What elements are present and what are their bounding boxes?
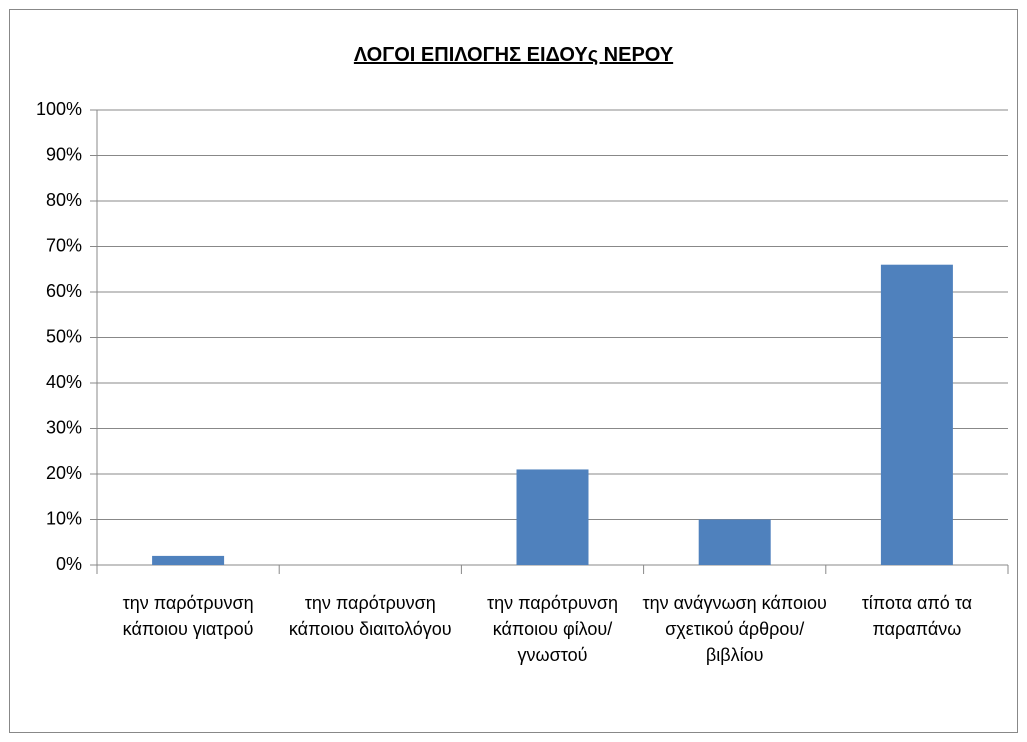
y-tick-label: 70% <box>46 235 82 255</box>
y-tick-label: 60% <box>46 281 82 301</box>
y-tick-label: 50% <box>46 326 82 346</box>
x-tick-label: την παρότρυνση κάποιου γιατρού <box>122 593 254 639</box>
y-tick-label: 80% <box>46 190 82 210</box>
x-tick-label: την παρότρυνση κάποιου φίλου/γνωστού <box>486 593 618 665</box>
x-tick-label: την ανάγνωση κάποιου σχετικού άρθρου/βιβ… <box>642 593 827 665</box>
chart-title: ΛΟΓΟΙ ΕΠΙΛΟΓΗΣ ΕΙΔΟΥς ΝΕΡΟΥ <box>353 44 674 66</box>
y-tick-label: 30% <box>46 417 82 437</box>
y-tick-label: 40% <box>46 372 82 392</box>
y-tick-label: 10% <box>46 508 82 528</box>
bar <box>698 519 771 565</box>
bar <box>152 555 225 565</box>
y-tick-label: 20% <box>46 463 82 483</box>
bar <box>516 469 589 565</box>
x-tick-label: την παρότρυνση κάποιου διαιτολόγου <box>288 593 452 639</box>
bar <box>880 264 953 565</box>
chart-border <box>9 9 1018 733</box>
y-tick-label: 90% <box>46 144 82 164</box>
x-tick-label: τίποτα από τα παραπάνω <box>861 593 973 639</box>
y-tick-label: 100% <box>36 99 82 119</box>
y-tick-label: 0% <box>56 554 82 574</box>
